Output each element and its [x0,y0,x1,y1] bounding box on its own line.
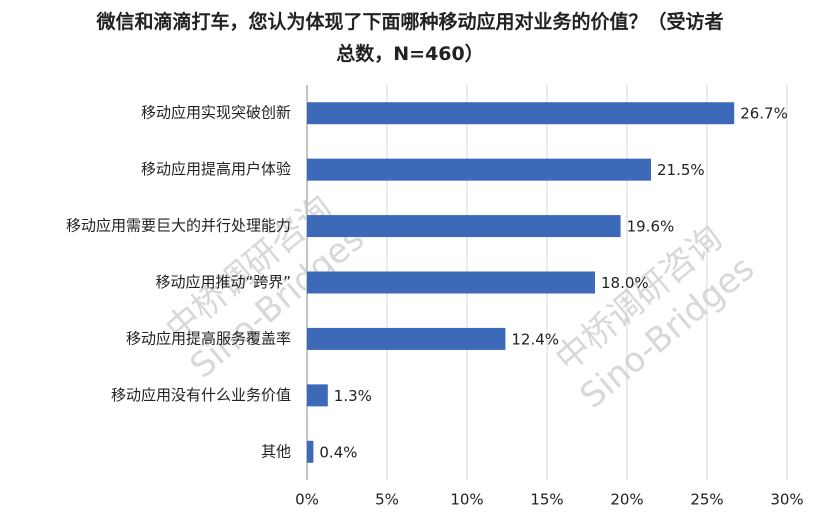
y-tick-label: 移动应用实现突破创新 [141,104,291,122]
data-label: 12.4% [511,330,559,348]
x-tick-label: 5% [375,491,399,509]
y-tick-label: 移动应用需要巨大的并行处理能力 [66,217,291,235]
chart-title: 微信和滴滴打车，您认为体现了下面哪种移动应用对业务的价值？（受访者总数，N=46… [96,11,724,65]
data-label: 19.6% [627,218,675,236]
y-tick-label: 移动应用提高服务覆盖率 [126,329,291,347]
data-label: 0.4% [319,443,357,461]
bar [307,384,328,407]
y-tick-label: 移动应用没有什么业务价值 [111,386,291,404]
x-tick-label: 15% [530,491,563,509]
y-tick-label: 移动应用提高用户体验 [141,160,291,178]
bar [307,158,651,181]
bar [307,327,506,350]
bar [307,102,735,125]
bar [307,271,595,294]
bar [307,440,314,463]
y-tick-label: 其他 [261,442,291,460]
data-label: 21.5% [657,161,705,179]
x-tick-label: 25% [690,491,723,509]
y-tick-label: 移动应用推动“跨界” [155,273,291,291]
x-tick-label: 0% [295,491,319,509]
data-label: 18.0% [601,274,649,292]
bar [307,215,621,238]
data-label: 1.3% [334,387,372,405]
data-label: 26.7% [740,105,788,123]
x-tick-label: 30% [770,491,803,509]
x-tick-label: 10% [450,491,483,509]
x-tick-label: 20% [610,491,643,509]
